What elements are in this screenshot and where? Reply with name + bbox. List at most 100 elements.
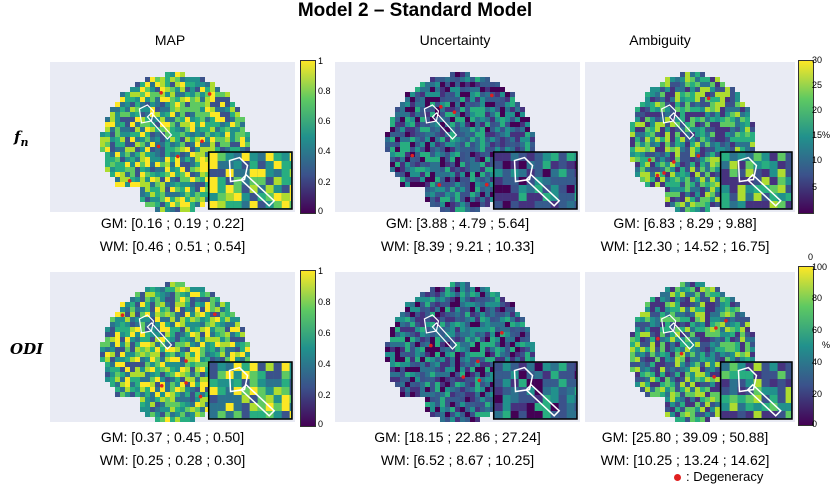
brain-voxel	[140, 172, 145, 177]
brain-voxel	[240, 327, 245, 332]
inset-voxel	[225, 411, 234, 418]
brain-voxel	[140, 362, 145, 367]
brain-voxel	[675, 197, 680, 202]
brain-voxel	[435, 192, 440, 197]
brain-voxel	[520, 317, 525, 322]
brain-voxel	[685, 402, 690, 407]
brain-voxel	[650, 317, 655, 322]
brain-voxel	[735, 347, 740, 352]
brain-voxel	[445, 292, 450, 297]
brain-voxel	[450, 142, 455, 147]
brain-voxel	[705, 132, 710, 137]
brain-voxel	[215, 107, 220, 112]
brain-voxel	[680, 147, 685, 152]
brain-voxel	[480, 137, 485, 142]
brain-voxel	[125, 342, 130, 347]
brain-voxel	[180, 147, 185, 152]
brain-voxel	[690, 112, 695, 117]
brain-voxel	[495, 322, 500, 327]
brain-voxel	[415, 332, 420, 337]
inset-voxel	[510, 185, 519, 193]
brain-voxel	[705, 167, 710, 172]
brain-voxel	[445, 377, 450, 382]
brain-voxel	[135, 82, 140, 87]
brain-voxel	[670, 142, 675, 147]
brain-voxel	[175, 107, 180, 112]
brain-voxel	[690, 182, 695, 187]
brain-voxel	[750, 127, 755, 132]
brain-voxel	[485, 102, 490, 107]
brain-voxel	[190, 92, 195, 97]
brain-voxel	[675, 342, 680, 347]
inset-voxel	[494, 371, 503, 379]
brain-voxel	[520, 352, 525, 357]
brain-voxel	[485, 307, 490, 312]
brain-voxel	[430, 177, 435, 182]
brain-voxel	[180, 162, 185, 167]
brain-voxel	[450, 342, 455, 347]
inset-voxel	[257, 403, 266, 411]
brain-voxel	[645, 142, 650, 147]
brain-voxel	[720, 127, 725, 132]
brain-voxel	[685, 367, 690, 372]
brain-voxel	[670, 382, 675, 387]
brain-voxel	[715, 387, 720, 392]
brain-voxel	[200, 377, 205, 382]
brain-voxel	[175, 282, 180, 287]
brain-voxel	[710, 352, 715, 357]
brain-voxel	[170, 137, 175, 142]
inset-voxel	[217, 193, 226, 201]
brain-voxel	[720, 102, 725, 107]
brain-voxel	[695, 387, 700, 392]
brain-voxel	[510, 312, 515, 317]
inset-voxel	[761, 395, 770, 403]
brain-voxel	[180, 157, 185, 162]
brain-voxel	[415, 142, 420, 147]
brain-voxel	[115, 147, 120, 152]
brain-voxel	[470, 92, 475, 97]
brain-voxel	[420, 92, 425, 97]
brain-voxel	[420, 327, 425, 332]
inset-voxel	[534, 395, 543, 403]
inset-voxel	[542, 371, 551, 379]
brain-voxel	[445, 207, 450, 212]
brain-voxel	[225, 112, 230, 117]
brain-voxel	[445, 182, 450, 187]
brain-voxel	[170, 87, 175, 92]
brain-voxel	[205, 387, 210, 392]
brain-voxel	[195, 187, 200, 192]
brain-voxel	[165, 357, 170, 362]
brain-voxel	[485, 107, 490, 112]
brain-voxel	[435, 92, 440, 97]
brain-voxel	[180, 372, 185, 377]
degeneracy-point	[672, 160, 676, 164]
brain-voxel	[665, 367, 670, 372]
brain-voxel	[225, 347, 230, 352]
brain-voxel	[640, 142, 645, 147]
brain-voxel	[645, 127, 650, 132]
brain-voxel	[395, 367, 400, 372]
brain-voxel	[210, 297, 215, 302]
brain-voxel	[155, 292, 160, 297]
brain-voxel	[420, 112, 425, 117]
brain-voxel	[155, 97, 160, 102]
brain-voxel	[140, 402, 145, 407]
brain-voxel	[695, 107, 700, 112]
inset-voxel	[761, 201, 770, 208]
brain-voxel	[210, 292, 215, 297]
brain-voxel	[180, 292, 185, 297]
brain-voxel	[670, 392, 675, 397]
brain-voxel	[675, 392, 680, 397]
brain-voxel	[185, 317, 190, 322]
brain-voxel	[680, 387, 685, 392]
brain-voxel	[470, 407, 475, 412]
brain-voxel	[445, 117, 450, 122]
colorbar-tick: 0	[812, 419, 818, 429]
inset-voxel	[729, 363, 738, 371]
brain-voxel	[435, 297, 440, 302]
brain-voxel	[440, 167, 445, 172]
brain-voxel	[210, 127, 215, 132]
colorbar-unit: %	[822, 340, 830, 350]
brain-voxel	[670, 132, 675, 137]
brain-voxel	[680, 127, 685, 132]
